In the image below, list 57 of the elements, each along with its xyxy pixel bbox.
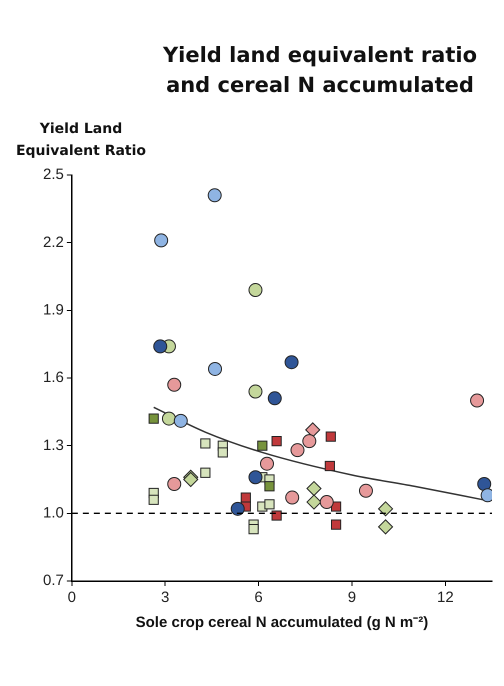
point: [272, 510, 282, 521]
point: [154, 233, 168, 248]
point: [290, 443, 304, 458]
chart-title: Yield land equivalent ratio and cereal N accumulated: [162, 42, 478, 99]
point: [167, 477, 182, 492]
point: [218, 447, 228, 458]
point: [248, 384, 262, 399]
point: [470, 394, 484, 408]
x-tick-label: 9: [348, 589, 356, 606]
y-tick-label: 0.7: [42, 572, 64, 590]
point: [260, 456, 274, 471]
y-axis-title: Yield Land Equivalent Ratio: [14, 120, 148, 161]
point: [306, 494, 322, 510]
point: [208, 188, 222, 202]
point: [200, 438, 210, 449]
point: [153, 339, 168, 354]
y-tick-label: 2.5: [42, 166, 64, 184]
point: [208, 362, 222, 376]
x-tick-label: 0: [68, 589, 76, 606]
x-tick-label: 12: [436, 589, 454, 606]
point: [268, 391, 282, 406]
point: [248, 524, 259, 534]
point: [248, 283, 262, 298]
point: [326, 432, 336, 442]
point: [285, 490, 300, 505]
point: [284, 355, 299, 370]
point: [320, 495, 334, 510]
point: [272, 436, 282, 446]
point: [306, 481, 322, 496]
point: [148, 494, 159, 505]
point: [302, 434, 316, 448]
point: [358, 484, 373, 498]
point: [477, 477, 492, 492]
point: [200, 468, 210, 478]
point: [378, 519, 394, 534]
point: [174, 414, 188, 428]
point: [324, 460, 335, 472]
point: [230, 502, 245, 516]
x-tick-label: 3: [161, 589, 170, 606]
point: [240, 492, 251, 503]
point: [148, 414, 159, 424]
point: [162, 412, 176, 426]
x-tick-label: 6: [254, 589, 263, 606]
point: [305, 422, 320, 438]
point: [264, 481, 275, 492]
point: [167, 378, 182, 392]
point: [264, 499, 275, 510]
point: [330, 520, 342, 530]
y-tick-label: 1.3: [42, 436, 64, 454]
y-tick-label: 1.0: [42, 504, 64, 522]
point: [378, 501, 394, 516]
point: [257, 440, 268, 451]
y-tick-label: 1.6: [42, 369, 64, 386]
y-tick-label: 2.2: [42, 234, 64, 251]
y-tick-label: 1.9: [42, 301, 64, 318]
x-axis-title: Sole crop cereal N accumulated (g N m⁻²): [136, 614, 428, 632]
point: [248, 470, 262, 484]
